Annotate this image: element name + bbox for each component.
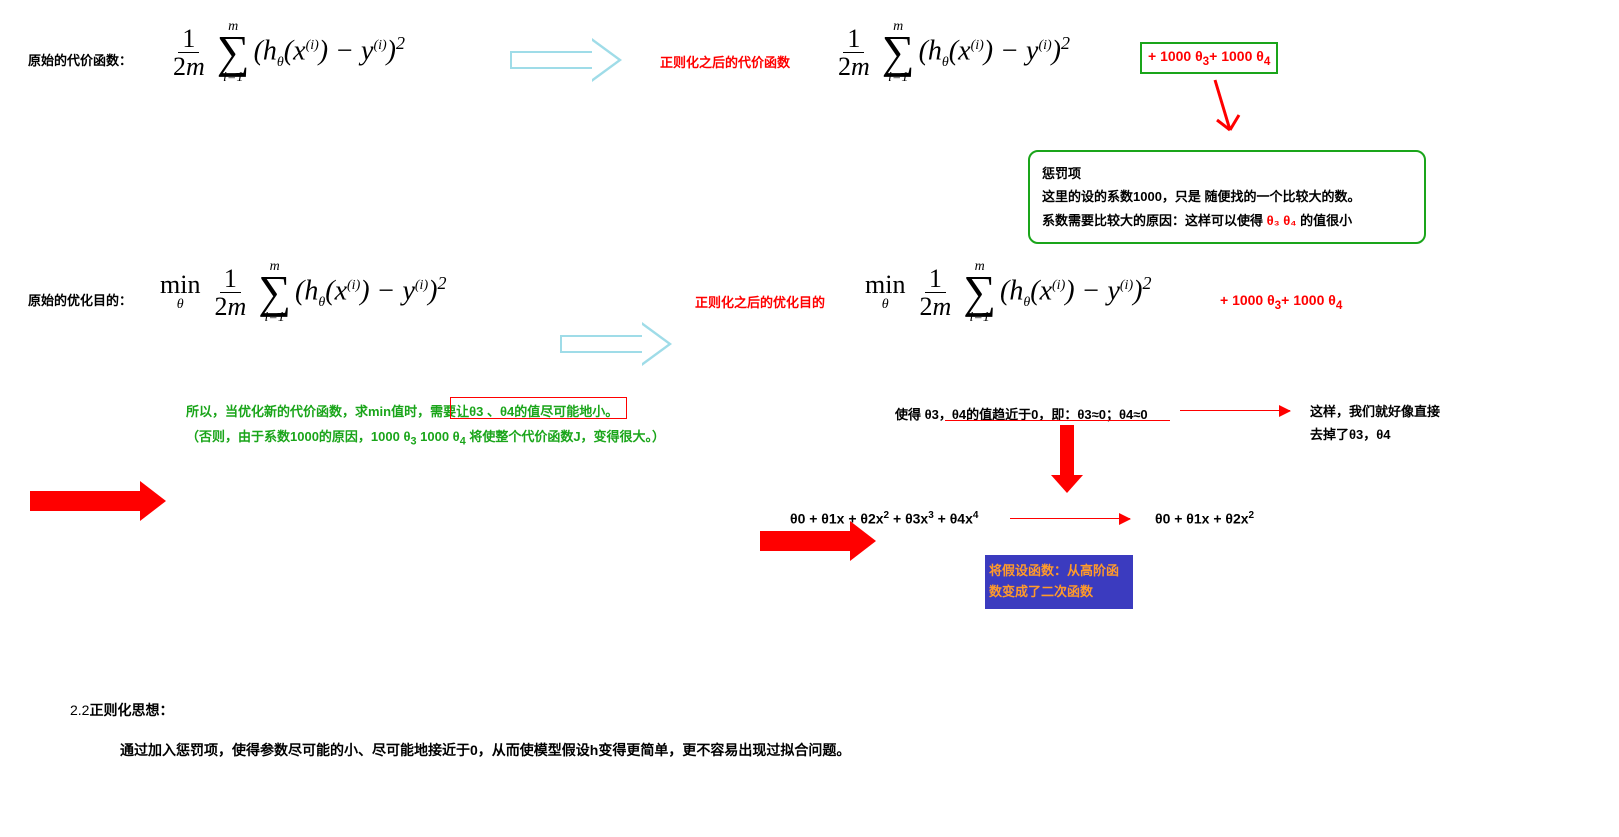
info-line-1: 惩罚项	[1042, 162, 1412, 185]
thin-arrow-right-1	[1180, 410, 1290, 411]
blue-note-box: 将假设函数：从高阶函 数变成了二次函数	[985, 555, 1133, 609]
hand-arrow-icon	[1155, 75, 1275, 155]
polynomial-short: θ0 + θ1x + θ2x2	[1155, 510, 1254, 527]
thin-arrow-right-2	[1010, 518, 1130, 519]
blue-line-1: 将假设函数：从高阶函	[989, 561, 1129, 582]
result-right-2: 去掉了θ3，θ4	[1310, 423, 1440, 446]
green-line-2: （否则，由于系数1000的原因，1000 θ3 1000 θ4 将使整个代价函数…	[186, 425, 665, 452]
result-right-1: 这样，我们就好像直接	[1310, 400, 1440, 423]
red-arrow-1	[30, 481, 170, 521]
penalty-term-box: + 1000 θ3+ 1000 θ4	[1140, 42, 1278, 74]
penalty-info-box: 惩罚项 这里的设的系数1000，只是 随便找的一个比较大的数。 系数需要比较大的…	[1028, 150, 1426, 244]
polynomial-long: θ0 + θ1x + θ2x2 + θ3x3 + θ4x4	[790, 510, 978, 527]
info-line-2: 这里的设的系数1000，只是 随便找的一个比较大的数。	[1042, 185, 1412, 208]
arrow-cyan-1	[510, 38, 630, 82]
label-regularized-objective: 正则化之后的优化目的	[695, 292, 825, 311]
red-arrow-2	[760, 521, 880, 561]
section-body: 通过加入惩罚项，使得参数尽可能的小、尽可能地接近于0，从而使模型假设h变得更简单…	[120, 740, 850, 760]
formula-regularized-cost: 12m m∑i=1 (hθ(x(i)) − y(i))2	[830, 20, 1070, 85]
penalty-term-2: + 1000 θ3+ 1000 θ4	[1220, 292, 1342, 312]
info-line-3: 系数需要比较大的原因：这样可以使得 θ₃ θ₄ 的值很小	[1042, 209, 1412, 232]
label-original-cost: 原始的代价函数：	[28, 50, 132, 69]
underline-red	[945, 420, 1170, 421]
formula-original-cost: 12m m∑i=1 (hθ(x(i)) − y(i))2	[165, 20, 405, 85]
formula-regularized-objective: minθ 12m m∑i=1 (hθ(x(i)) − y(i))2	[865, 260, 1151, 325]
result-right-text: 这样，我们就好像直接 去掉了θ3，θ4	[1310, 400, 1440, 447]
section-heading: 2.2正则化思想：	[70, 700, 173, 720]
blue-line-2: 数变成了二次函数	[989, 582, 1129, 603]
arrow-cyan-2	[560, 322, 680, 366]
formula-original-objective: minθ 12m m∑i=1 (hθ(x(i)) − y(i))2	[160, 260, 446, 325]
red-highlight-box	[450, 397, 627, 419]
label-original-objective: 原始的优化目的：	[28, 290, 132, 309]
red-down-arrow	[1060, 425, 1074, 475]
label-regularized-cost: 正则化之后的代价函数	[660, 52, 790, 71]
